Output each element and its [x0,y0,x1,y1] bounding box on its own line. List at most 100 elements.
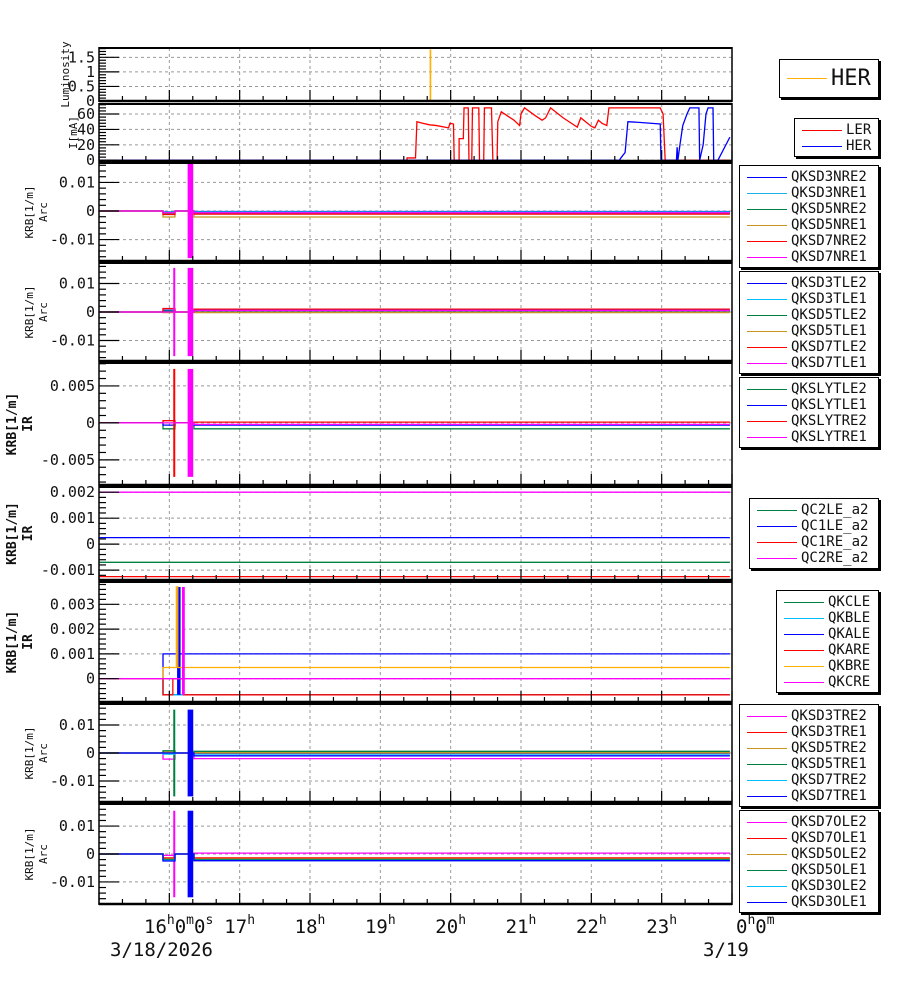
legend-label: QKSD3TLE1 [791,291,867,307]
legend-entry: QKSD5TLE1 [740,323,878,339]
legend-label: QKSD7OLE2 [791,814,867,830]
legend-label: QKSD5OLE1 [791,862,867,878]
x-tick-label: 22h [576,913,607,938]
legend-entry: QKSD7TLE2 [740,339,878,355]
series-line-QKCLE [99,678,730,696]
legend-line-swatch [747,886,787,887]
series-group [99,586,730,696]
band-QKSD7TRE1 [187,709,194,797]
legend-line-swatch [747,854,787,855]
legend-line-swatch [747,780,787,781]
legend-line-swatch [747,748,787,749]
series-group [99,267,730,357]
y-tick-label: 1 [86,63,95,81]
legend-panel-5: QKSLYTLE2 QKSLYTLE1 QKSLYTRE2 QKSLYTRE1 [739,377,879,448]
legend-label: QKSD7TLE1 [791,355,867,371]
x-tick-label: 21h [506,913,537,938]
legend-label: QKSD3OLE1 [791,894,867,910]
legend-label: QKSD3TLE2 [791,275,867,291]
legend-label: QKSD7NRE1 [791,249,867,265]
legend-line-swatch [747,257,787,258]
legend-label: QKARE [828,642,871,658]
x-tick-label-part: 23 [646,916,669,938]
panel-6: -0.001 0 0.001 0.002 KRB[1/m] IR [5,483,733,582]
x-tick-label-part: 16 [144,916,167,938]
legend-label: QC2LE_a2 [801,502,869,518]
panel-5: -0.005 0 0.005 KRB[1/m] IR [5,362,733,487]
legend-entry: QKSD3NRE2 [740,169,878,185]
legend-label: QKSD3TRE2 [791,708,867,724]
x-tick-label-part: h [167,913,175,928]
x-tick-label-part: h [529,913,537,928]
legend-label: QKSD7OLE1 [791,830,867,846]
legend-label: QKSD5NRE1 [791,217,867,233]
series-line-HER [99,49,730,101]
band-QKALE [177,586,181,695]
y-axis-label: Arc [37,844,50,864]
x-tick-label-part: m [767,913,775,928]
y-tick-label: 0 [86,92,95,110]
legend-line-swatch [747,796,787,797]
legend-entry: HER [780,66,878,92]
y-tick-label: 0.01 [59,817,95,835]
x-tick-label-part: 17 [224,916,247,938]
legend-entry: QKSD7OLE2 [740,814,878,830]
series-line-HER [99,107,731,161]
legend-line-swatch [787,78,827,79]
legend-line-swatch [747,363,787,364]
y-tick-label: 0 [86,744,95,762]
y-tick-label: 0 [86,151,95,169]
legend-label: QKSD5TRE1 [791,756,867,772]
legend-entry: QKSD7NRE1 [740,249,878,265]
x-tick-label-part: 21 [506,916,529,938]
legend-label: LER [846,122,872,138]
x-tick-label-part: 0 [736,916,747,938]
legend-entry: QC1RE_a2 [750,534,878,550]
legend-label: QKSD7TLE2 [791,339,867,355]
y-tick-label: 60 [77,105,95,123]
y-tick-label: 0.001 [50,645,95,663]
x-tick-label: 23h [646,913,677,938]
legend-entry: QKSD7TRE2 [740,772,878,788]
legend-panel-9: QKSD7OLE2 QKSD7OLE1 QKSD5OLE2 QKSD5OLE1 QKSD… [739,810,879,913]
legend-label: QKSD5TRE2 [791,740,867,756]
y-tick-label: 0 [86,670,95,688]
legend-line-swatch [747,315,787,316]
legend-label: QKSD5OLE2 [791,846,867,862]
legend-label: QKCRE [828,674,871,690]
legend-line-swatch [747,822,787,823]
legend-entry: QKSD5NRE2 [740,201,878,217]
legend-line-swatch [747,225,787,226]
legend-line-swatch [757,510,797,511]
legend-panel-8: QKSD3TRE2 QKSD3TRE1 QKSD5TRE2 QKSD5TRE1 QKSD… [739,704,879,807]
legend-line-swatch [747,177,787,178]
legend-line-swatch [747,331,787,332]
legend-label: QC1LE_a2 [801,518,869,534]
legend-line-swatch [784,650,824,651]
y-axis-label: KRB[1/m] [23,186,36,239]
panel-8: -0.01 0 0.01 KRB[1/m] Arc [23,703,733,804]
x-tick-label-part: h [747,913,755,928]
y-axis-label: IR [21,526,36,542]
series-group [99,709,730,797]
y-axis-label: KRB[1/m] [23,828,36,881]
legend-entry: QKSD5OLE1 [740,862,878,878]
legend-line-swatch [757,526,797,527]
panel-9: -0.01 0 0.01 KRB[1/m] Arc [23,803,733,906]
y-tick-label: 0 [86,202,95,220]
y-tick-label: -0.005 [41,451,95,469]
y-tick-label: -0.001 [41,561,95,579]
y-tick-label: 0 [86,535,95,553]
series-line-QKSD7TLE1 [99,309,730,313]
series-group [99,163,730,259]
legend-label: HER [846,138,872,154]
y-tick-label: 0 [86,303,95,321]
legend-entry: LER [795,122,878,138]
legend-entry: QKCLE [777,594,878,610]
legend-entry: QKSLYTRE1 [740,429,878,445]
x-tick-label: 16h0m0s [144,913,213,938]
legend-entry: QKSD5TLE2 [740,307,878,323]
y-tick-label: -0.01 [50,231,95,249]
x-tick-label: 19h [365,913,396,938]
y-tick-label: 0.005 [50,377,95,395]
